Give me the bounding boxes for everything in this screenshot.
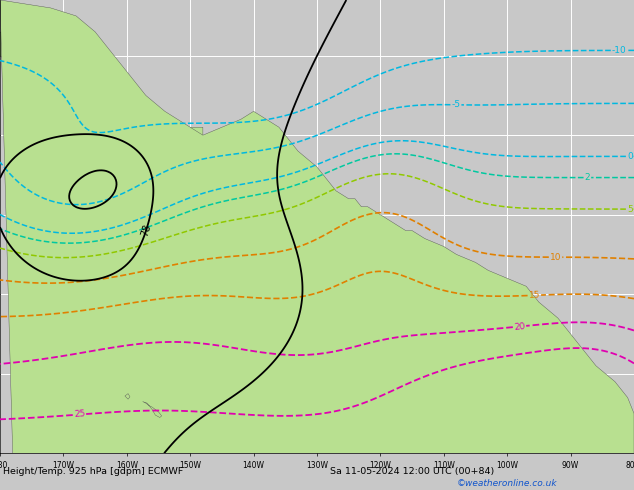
Text: -10: -10 bbox=[612, 46, 626, 55]
Text: 20: 20 bbox=[514, 321, 526, 332]
Text: 78: 78 bbox=[139, 222, 153, 237]
Polygon shape bbox=[0, 32, 127, 111]
Polygon shape bbox=[13, 127, 203, 167]
Polygon shape bbox=[143, 402, 162, 417]
Text: 0: 0 bbox=[627, 152, 633, 161]
Text: Sa 11-05-2024 12:00 UTC (00+84): Sa 11-05-2024 12:00 UTC (00+84) bbox=[330, 467, 494, 476]
Text: ©weatheronline.co.uk: ©weatheronline.co.uk bbox=[456, 479, 557, 488]
Polygon shape bbox=[0, 0, 634, 453]
Text: 10: 10 bbox=[550, 253, 561, 262]
Text: Height/Temp. 925 hPa [gdpm] ECMWF: Height/Temp. 925 hPa [gdpm] ECMWF bbox=[3, 467, 183, 476]
Text: 15: 15 bbox=[528, 291, 540, 300]
Text: -5: -5 bbox=[451, 100, 460, 109]
Text: 25: 25 bbox=[74, 410, 86, 419]
Polygon shape bbox=[125, 393, 130, 399]
Text: 5: 5 bbox=[627, 205, 633, 214]
Text: 2: 2 bbox=[585, 173, 590, 182]
